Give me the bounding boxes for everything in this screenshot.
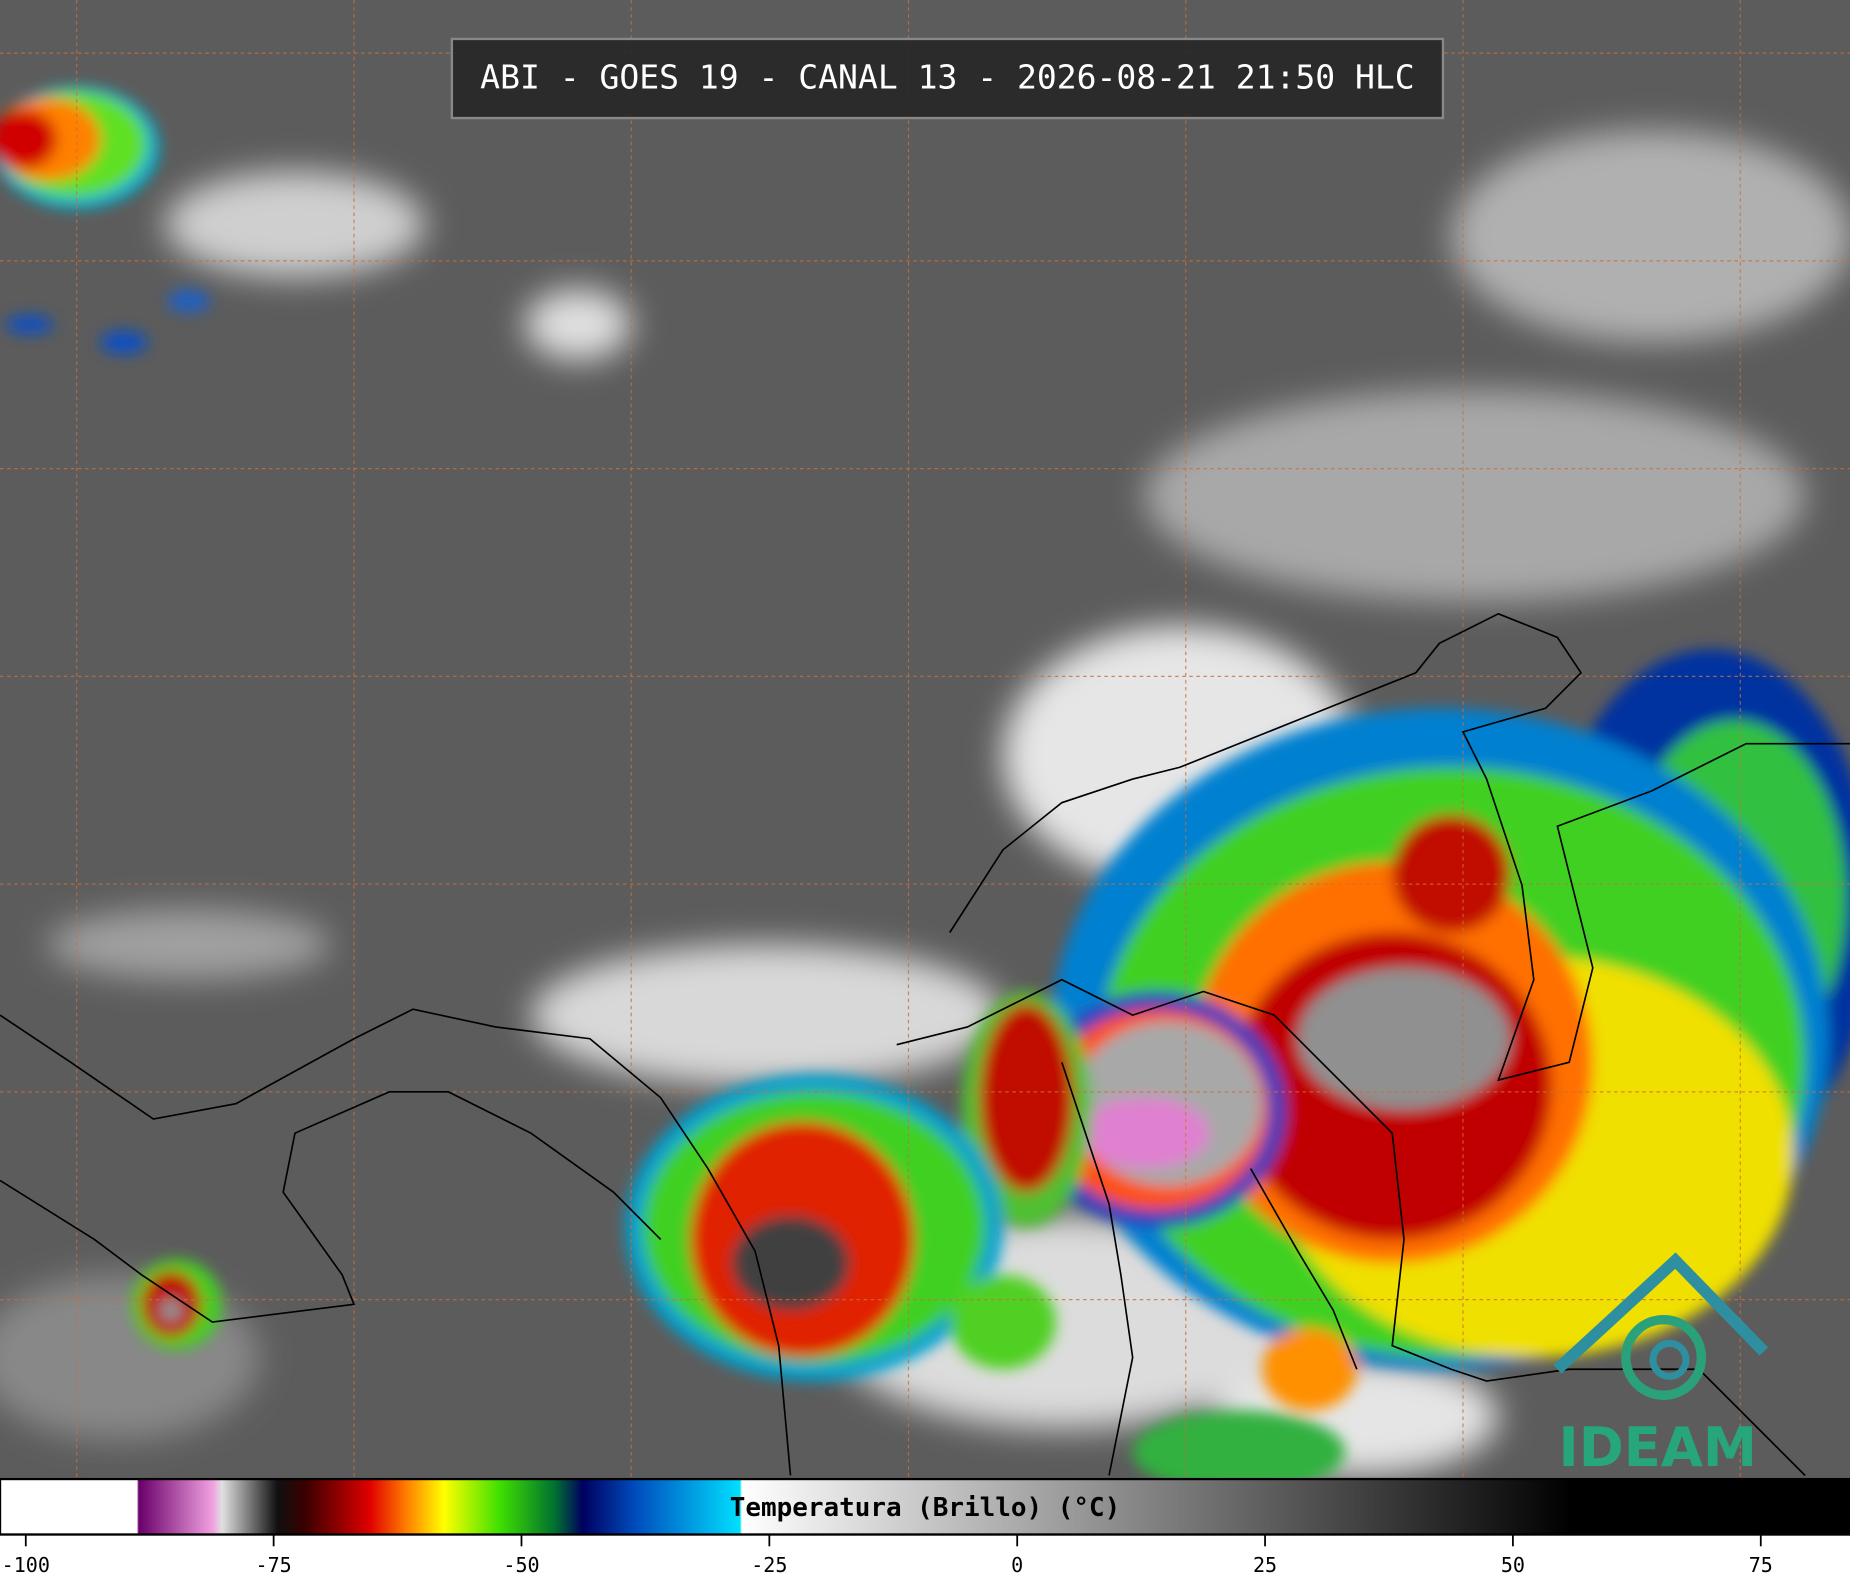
tick-label: 50	[1501, 1553, 1525, 1577]
colorbar	[0, 1477, 1850, 1536]
borders	[0, 612, 1850, 1477]
tick-label: -25	[751, 1553, 787, 1577]
colorbar-ticks: -100 -75 -50 -25 0 25 50 75	[2, 1534, 1773, 1577]
colorbar-label: Temperatura (Brillo) (°C)	[730, 1493, 1121, 1523]
logo: IDEAM	[1553, 1252, 1769, 1479]
tick-label: 75	[1749, 1553, 1773, 1577]
tick-label: 25	[1253, 1553, 1277, 1577]
tick-label: -50	[503, 1553, 539, 1577]
tick-label: -75	[256, 1553, 292, 1577]
graticule	[0, 0, 1850, 1478]
tick-label: -100	[2, 1553, 50, 1577]
title: ABI - GOES 19 - CANAL 13 - 2026-08-21 21…	[480, 58, 1414, 97]
title-box: ABI - GOES 19 - CANAL 13 - 2026-08-21 21…	[450, 37, 1445, 120]
tick-label: 0	[1011, 1553, 1023, 1577]
logo-text: IDEAM	[1559, 1416, 1757, 1479]
